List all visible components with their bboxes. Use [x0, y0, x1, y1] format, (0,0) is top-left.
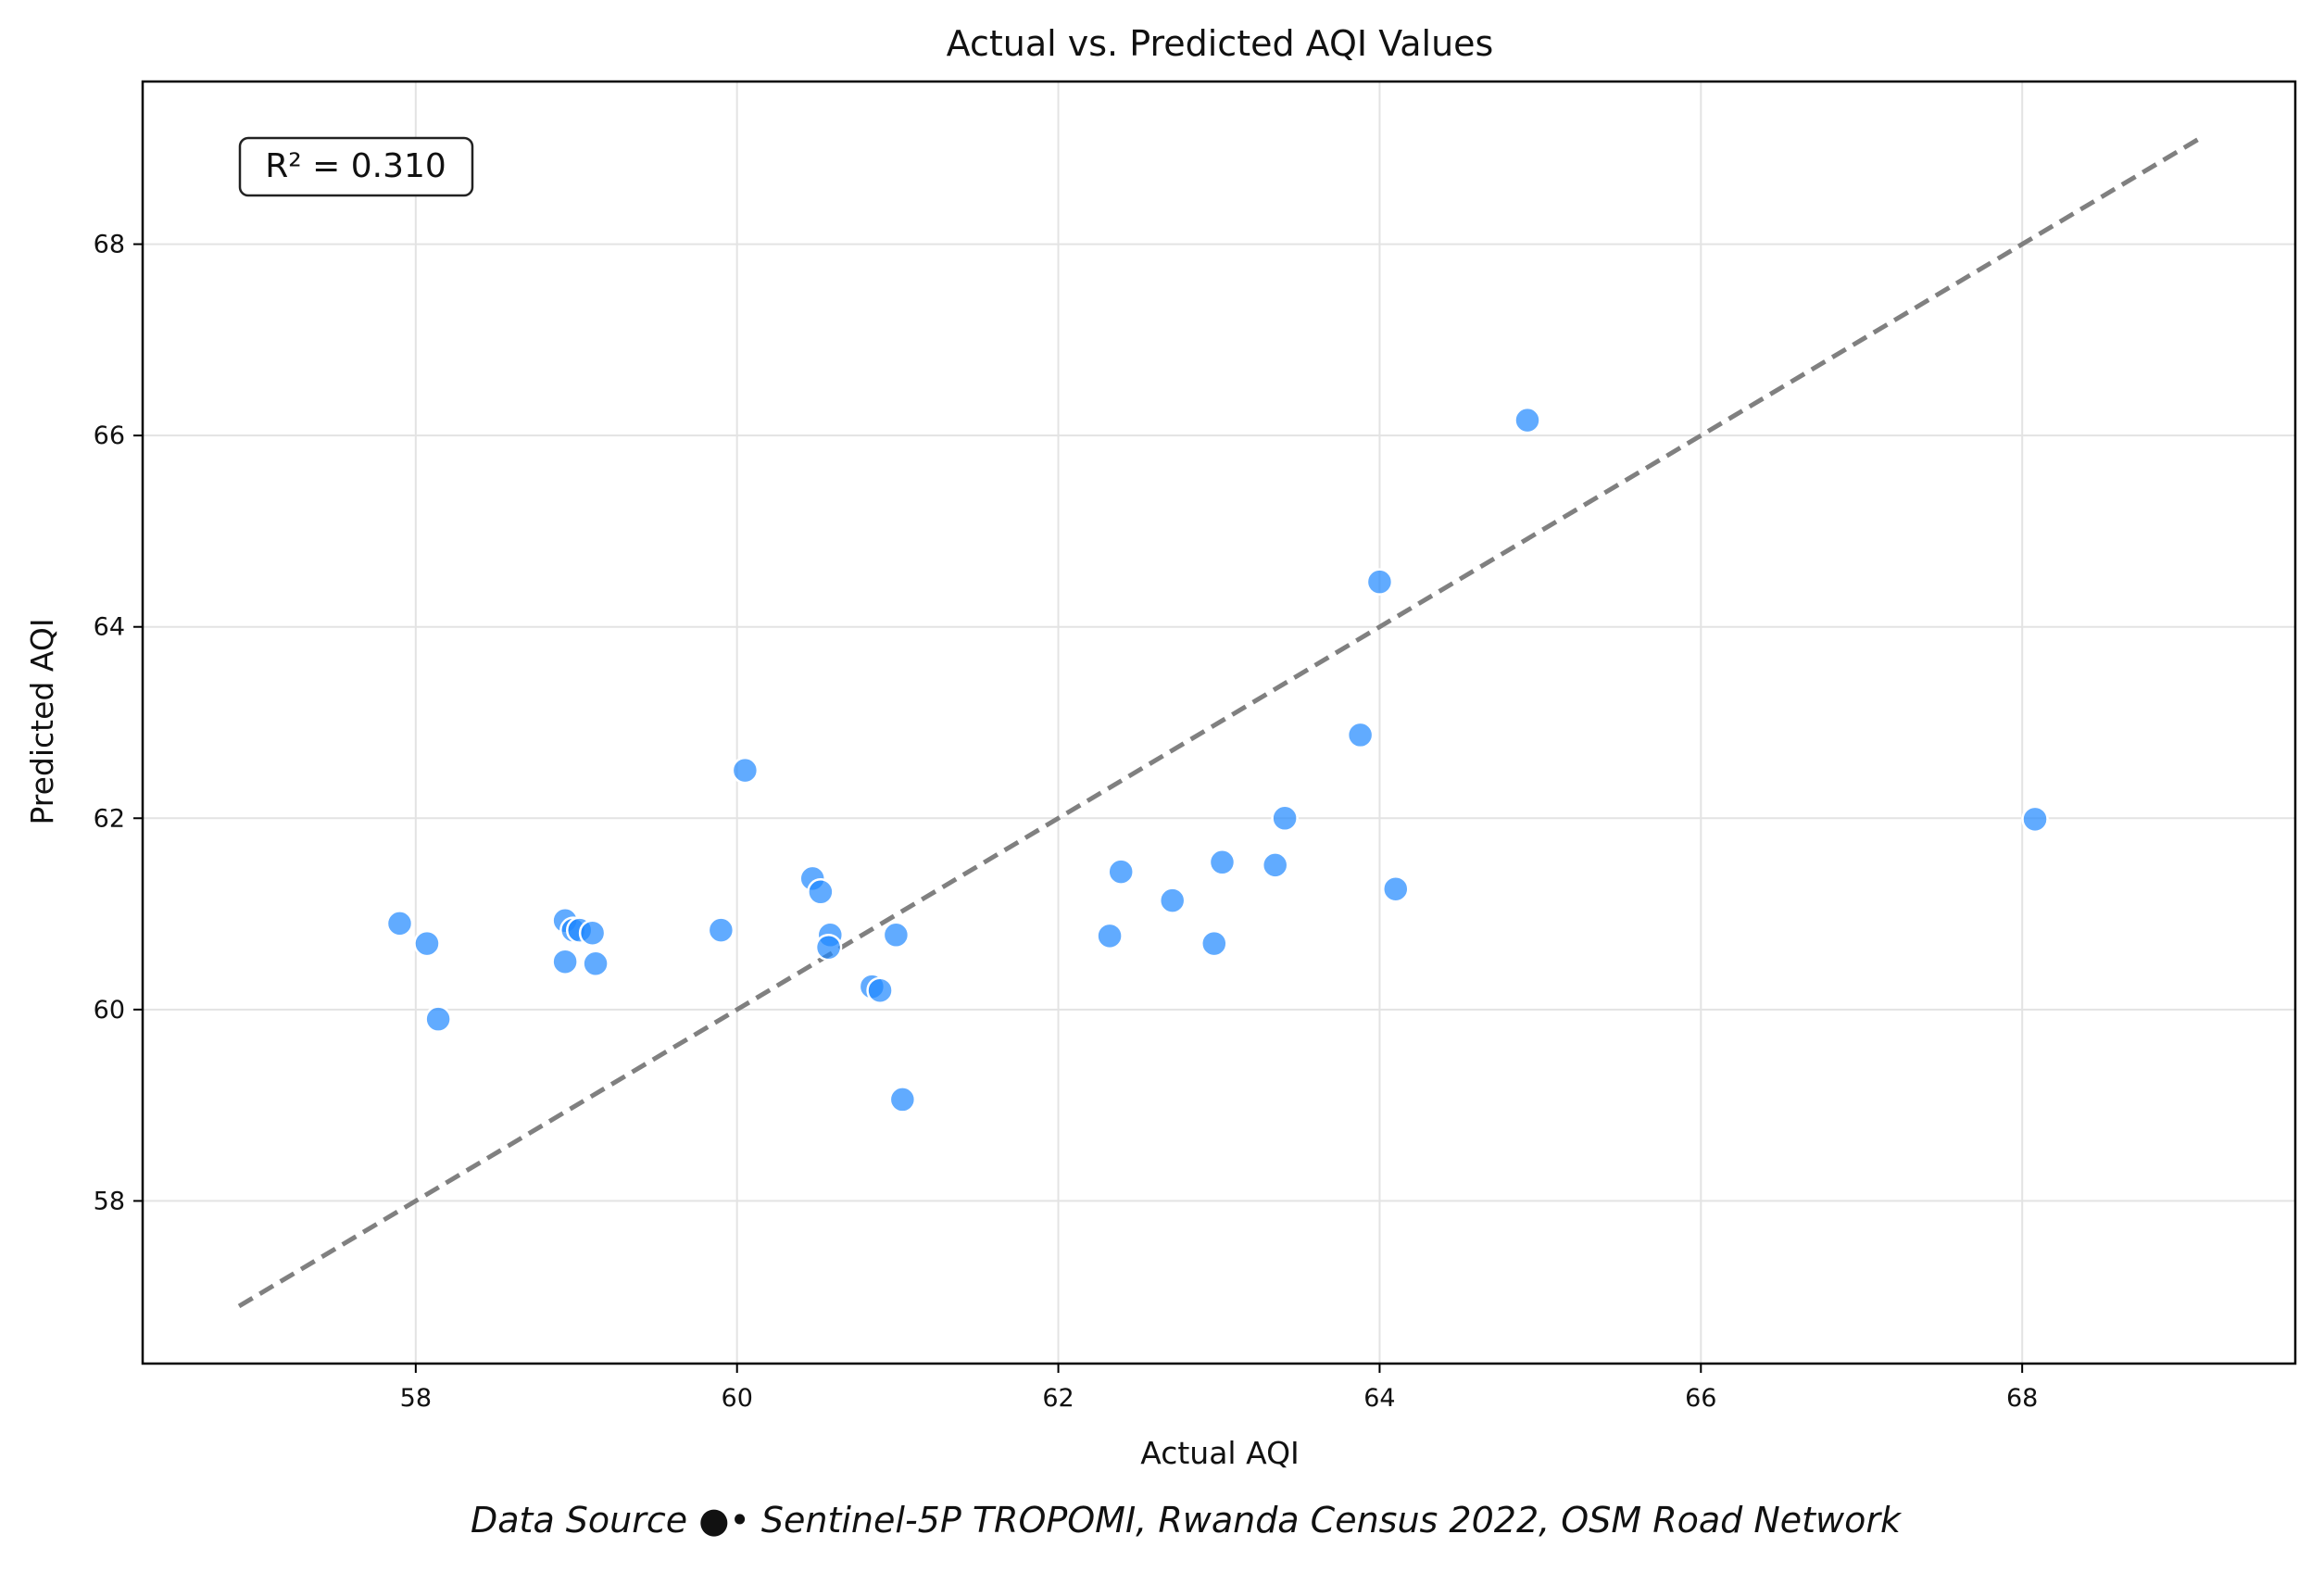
scatter-point: [582, 949, 609, 978]
scatter-point: [1514, 406, 1541, 434]
scatter-point: [888, 1086, 917, 1113]
identity-reference-line: [237, 136, 2201, 1309]
scatter-point: [1365, 568, 1394, 596]
x-tick-label: 68: [2006, 1384, 2038, 1413]
scatter-point: [413, 929, 441, 958]
x-tick-label: 66: [1685, 1384, 1716, 1413]
scatter-point: [1261, 851, 1289, 879]
scatter-point: [814, 933, 843, 962]
r-squared-annotation: R² = 0.310: [238, 136, 474, 197]
y-tick-label: 62: [94, 804, 125, 833]
grid-layer: [143, 82, 2295, 1364]
reference-line-layer: [237, 136, 2201, 1309]
scatter-point: [731, 756, 760, 785]
scatter-point: [551, 948, 579, 975]
x-tick-label: 60: [722, 1384, 753, 1413]
scatter-point: [1382, 874, 1410, 903]
scatter-point: [866, 976, 894, 1004]
scatter-point: [1271, 804, 1299, 833]
x-tick-label: 62: [1042, 1384, 1074, 1413]
x-tick-label: 64: [1363, 1384, 1395, 1413]
scatter-point: [385, 910, 414, 937]
y-tick-label: 58: [94, 1187, 125, 1215]
scatter-point: [1200, 929, 1228, 958]
annotation-box: [238, 136, 474, 197]
y-tick-label: 68: [94, 231, 125, 259]
scatter-point: [1208, 849, 1237, 876]
scatter-point: [882, 921, 911, 949]
x-axis-label: Actual AQI: [1140, 1435, 1300, 1471]
data-source-caption: Data Source ●• Sentinel-5P TROPOMI, Rwan…: [471, 1500, 1903, 1541]
scatter-point: [1158, 887, 1187, 914]
x-tick-label: 58: [400, 1384, 432, 1413]
axes-layer: 58 60 62 64 66 68 58 60 62 64 66 68: [94, 80, 2297, 1413]
scatter-point: [1346, 721, 1375, 749]
scatter-point: [2021, 805, 2049, 834]
scatter-point: [707, 916, 735, 944]
y-axis-label: Predicted AQI: [24, 618, 60, 824]
scatter-point: [424, 1005, 452, 1033]
chart-title: Actual vs. Predicted AQI Values: [947, 23, 1494, 64]
plot-frame: [141, 80, 2297, 1365]
scatter-point: [807, 878, 835, 906]
annotation-text: R² = 0.310: [265, 147, 446, 185]
y-tick-label: 64: [94, 613, 125, 642]
scatter-point: [1096, 922, 1124, 950]
y-tick-label: 66: [94, 421, 125, 450]
points-layer: [385, 406, 2049, 1113]
scatter-point: [578, 919, 607, 947]
y-tick-label: 60: [94, 996, 125, 1025]
scatter-point: [1107, 858, 1135, 886]
